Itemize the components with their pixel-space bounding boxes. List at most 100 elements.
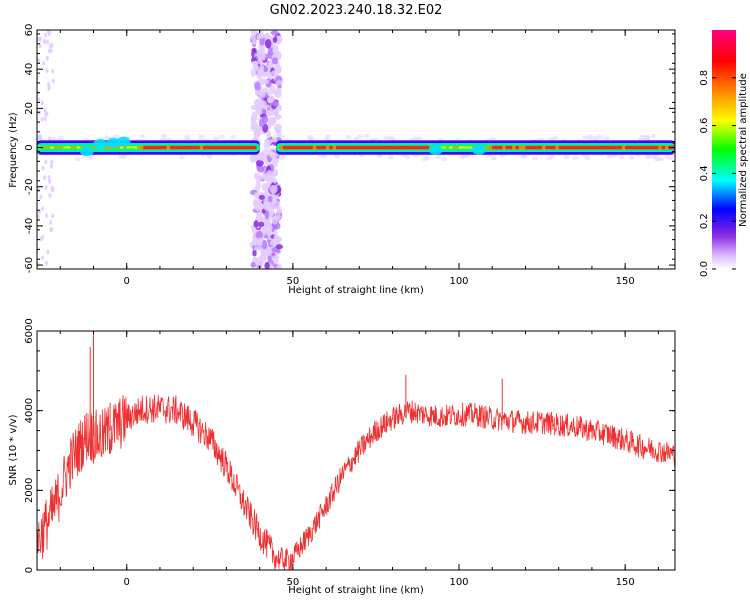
spectrogram-halo-blob: [441, 156, 448, 161]
spectrogram-band-core: [425, 145, 430, 150]
spectrogram-halo-blob: [582, 135, 589, 140]
spectrogram-noise-blob: [268, 84, 276, 95]
spectrogram-band-core: [455, 146, 460, 149]
spectrogram-noise-blob: [43, 175, 47, 181]
spectrogram-noise-blob: [259, 63, 264, 72]
spectrogram-noise-blob: [267, 255, 272, 263]
spectrogram-noise-blob: [46, 39, 50, 45]
spectrogram-band-core: [488, 145, 493, 150]
spectrogram-noise-blob: [256, 71, 262, 77]
spectrogram-halo-blob: [654, 156, 661, 161]
spectrogram-band-core: [615, 145, 619, 150]
spectrogram-noise-blob: [273, 235, 280, 240]
spectrogram-ytick-label: -60: [24, 257, 35, 273]
spectrogram-halo-blob: [104, 135, 111, 140]
spectrogram-band-core: [568, 145, 573, 150]
spectrogram-band-core: [628, 145, 633, 150]
spectrogram-noise-blob: [255, 230, 263, 239]
spectrogram-noise-blob: [266, 97, 273, 103]
snr-ytick-label: 0: [24, 567, 35, 573]
spectrogram-noise-blob: [270, 30, 279, 36]
spectrogram-band-core: [372, 145, 377, 150]
spectrogram-noise-blob: [263, 66, 268, 73]
spectrogram-halo-blob: [306, 134, 313, 139]
snr-series-line: [37, 394, 675, 570]
spectrogram-halo-blob: [324, 134, 331, 139]
spectrogram-band-core: [571, 145, 576, 150]
spectrogram-noise-blob: [263, 200, 270, 211]
spectrogram-axes: 0 50 100 150 -60 -40 -20 0 20 40 60: [24, 24, 675, 287]
spectrogram-band-core: [598, 145, 603, 150]
spectrogram-band-core: [392, 145, 397, 150]
spectrogram-ytick-label: 60: [24, 24, 35, 37]
spectrogram-xtick-label: 150: [616, 276, 635, 287]
spectrogram-band-core: [442, 146, 447, 149]
snr-ytick-label: 4000: [24, 398, 35, 423]
spectrogram-noise-blob: [44, 185, 48, 191]
spectrogram-band-core: [186, 145, 191, 150]
spectrogram-noise-blob: [47, 85, 51, 91]
spectrogram-band-core: [562, 145, 566, 150]
spectrogram-band-core: [153, 145, 157, 150]
snr-xlabel: Height of straight line (km): [288, 585, 424, 596]
spectrogram-noise-blob: [37, 214, 40, 220]
spectrogram-band-core: [375, 145, 380, 150]
spectrogram-noise-blob: [271, 70, 276, 75]
spectrogram-noise-blob: [267, 195, 273, 203]
spectrogram-noise-blob: [42, 60, 46, 66]
spectrogram-noise-blob: [51, 78, 55, 84]
spectrogram-noise-blob: [269, 239, 278, 246]
spectrogram-noise-blob: [51, 213, 55, 219]
spectrogram-band-core: [608, 145, 613, 150]
spectrogram-halo-blob: [74, 157, 81, 162]
spectrogram-noise-blob: [47, 82, 51, 88]
spectrogram-band-core: [359, 145, 363, 150]
spectrogram-band-core: [611, 145, 616, 150]
spectrogram-noise-blob: [250, 68, 257, 77]
spectrogram-band-core: [246, 145, 250, 150]
spectrogram-noise-blob: [275, 244, 284, 250]
spectrogram-band-core: [538, 145, 543, 150]
spectrogram-band-core: [508, 145, 513, 150]
spectrogram-noise-blob: [37, 36, 40, 42]
spectrogram-band-core: [542, 145, 546, 150]
spectrogram-noise-blob: [251, 61, 259, 66]
spectrogram-noise-blob: [37, 187, 40, 193]
spectrogram-halo-blob: [587, 136, 594, 141]
spectrogram-band-core: [306, 145, 310, 150]
spectrogram-noise-blob: [255, 178, 262, 183]
spectrogram-band-core: [169, 145, 174, 150]
spectrogram-band-core: [116, 146, 121, 149]
spectrogram-band-core: [585, 145, 589, 150]
spectrogram-halo-blob: [489, 137, 496, 142]
spectrogram-band-core: [399, 145, 403, 150]
spectrogram-halo-blob: [178, 155, 185, 160]
spectrogram-band-core: [362, 145, 367, 150]
spectrogram-noise-blob: [40, 206, 44, 212]
spectrogram-noise-blob: [44, 111, 48, 117]
spectrogram-noise-blob: [39, 236, 43, 242]
spectrogram-band-core: [120, 146, 124, 149]
spectrogram-band-core: [465, 146, 470, 149]
spectrogram-halo-blob: [548, 137, 555, 142]
spectrogram-halo-blob: [416, 136, 423, 141]
spectrogram-noise-blob: [267, 118, 276, 127]
spectrogram-noise-blob: [251, 40, 257, 45]
spectrogram-band-core: [223, 145, 227, 150]
spectrogram-band-core: [46, 146, 51, 149]
spectrogram-band-core: [332, 145, 337, 150]
spectrogram-band-core: [575, 145, 579, 150]
spectrogram-band-core: [326, 145, 330, 150]
spectrogram-ytick-label: -20: [24, 179, 35, 195]
spectrogram-band-core: [143, 145, 147, 150]
spectrogram-band-core: [349, 145, 353, 150]
spectrogram-noise-blob: [45, 68, 49, 74]
spectrogram-band-core: [106, 146, 111, 149]
spectrogram-noise-blob: [44, 260, 48, 266]
spectrogram-band-core: [249, 145, 254, 150]
spectrogram-band-core: [485, 146, 490, 149]
spectrogram-noise-blob: [251, 47, 257, 53]
spectrogram-halo-blob: [57, 135, 64, 140]
spectrogram-band-core: [166, 145, 171, 150]
colorbar: 0.0 0.2 0.4 0.6 0.8 Normalized spectral ampl…: [699, 30, 749, 277]
